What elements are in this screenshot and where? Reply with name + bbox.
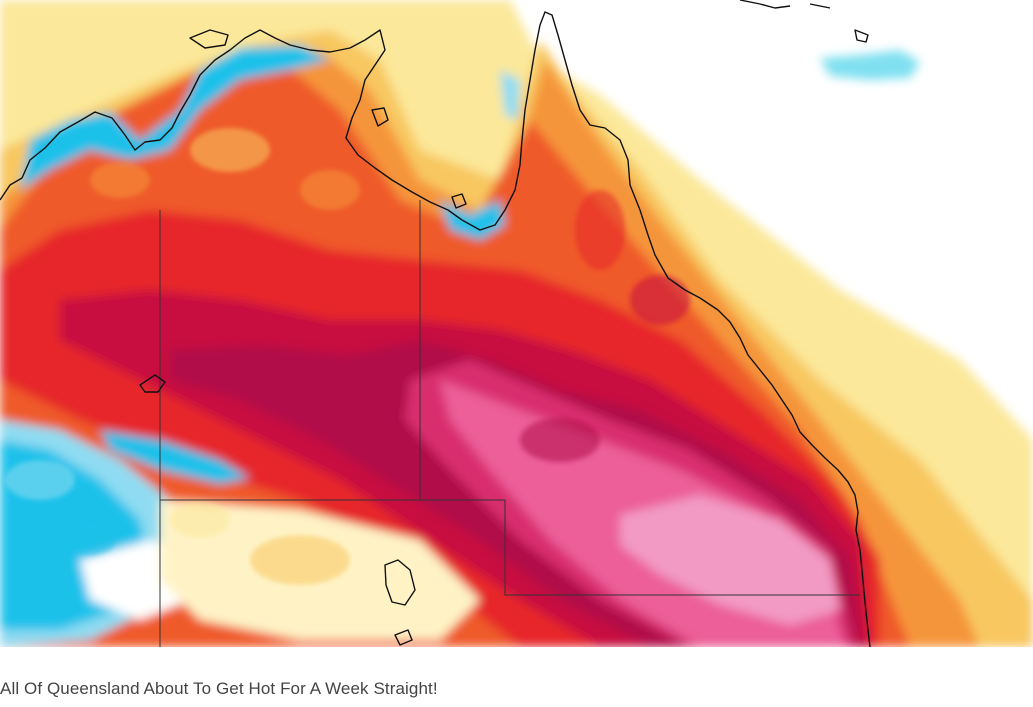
coast-island-3 <box>451 193 467 209</box>
band-light-pink <box>620 495 840 625</box>
border-sa-qld <box>504 500 860 596</box>
band-east-cape-cyan <box>500 70 520 120</box>
coast-lake-eyre <box>384 559 416 606</box>
texture-blob <box>90 162 150 198</box>
texture-blob <box>575 190 625 270</box>
texture-overlay <box>5 128 690 585</box>
texture-blob <box>520 418 600 462</box>
coast-inlet-1 <box>394 629 413 646</box>
temperature-map-svg <box>0 0 1033 647</box>
texture-blob <box>190 128 270 172</box>
band-northeast-cyan <box>820 50 920 80</box>
coast-northern-australia <box>0 11 871 647</box>
image-caption: All Of Queensland About To Get Hot For A… <box>0 679 438 698</box>
texture-blob <box>300 170 360 210</box>
texture-blob <box>65 525 115 555</box>
texture-blob <box>250 535 350 585</box>
coast-island-1 <box>189 29 229 49</box>
temperature-map <box>0 0 1033 647</box>
band-cyan-streak <box>100 430 250 484</box>
texture-blob <box>630 275 690 325</box>
coast-island-ne-1 <box>854 29 869 43</box>
texture-blob <box>170 502 230 538</box>
coast-island-ne-3 <box>809 3 831 9</box>
band-gulf-cyan <box>440 200 505 240</box>
coast-lake <box>139 374 166 393</box>
coastline <box>0 0 871 647</box>
band-north-cyan <box>20 45 330 190</box>
state-borders <box>159 200 860 647</box>
coast-island-ne-2 <box>739 0 791 9</box>
texture-blob <box>5 460 75 500</box>
coast-island-2 <box>371 107 389 127</box>
